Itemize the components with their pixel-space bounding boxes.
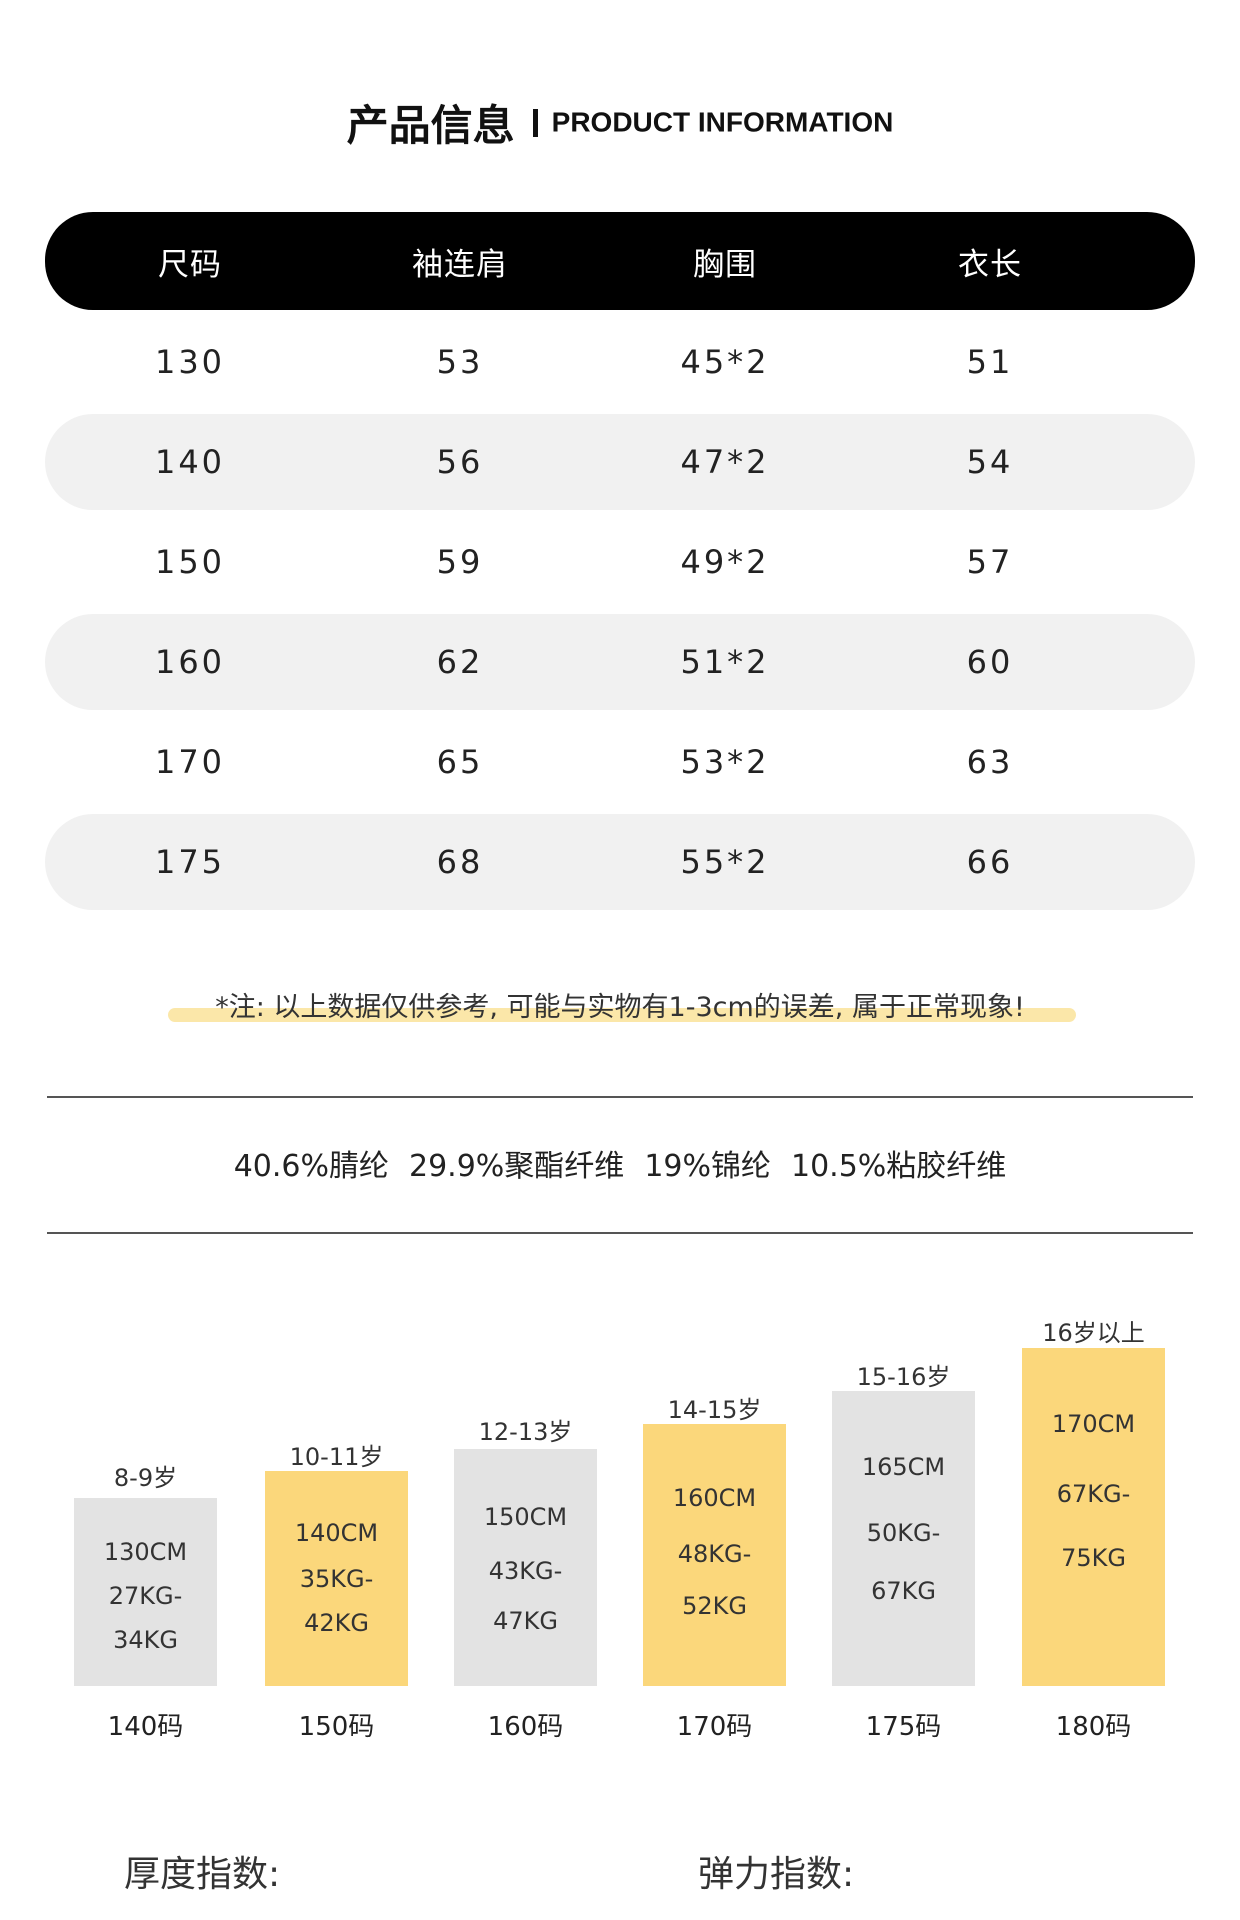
bar-height: 140CM bbox=[294, 1519, 379, 1547]
table-cell: 150 bbox=[154, 543, 226, 581]
age-label: 12-13岁 bbox=[478, 1418, 573, 1446]
section-title: 产品信息 PRODUCT INFORMATION bbox=[0, 92, 1240, 153]
size-label: 180码 bbox=[1055, 1712, 1132, 1742]
table-row: 170 65 53*2 63 bbox=[45, 714, 1195, 810]
table-cell: 60 bbox=[966, 643, 1014, 681]
header-cell-size: 尺码 bbox=[158, 246, 222, 283]
title-cn: 产品信息 bbox=[346, 101, 515, 150]
bar-weight-to: 75KG bbox=[1061, 1544, 1126, 1572]
table-row: 130 53 45*2 51 bbox=[45, 314, 1195, 410]
age-label: 14-15岁 bbox=[667, 1396, 762, 1424]
header-cell-length: 衣长 bbox=[958, 246, 1022, 283]
table-cell: 175 bbox=[154, 843, 226, 881]
table-cell: 66 bbox=[966, 843, 1014, 881]
bar-weight-from: 27KG- bbox=[108, 1582, 183, 1610]
table-cell: 51 bbox=[966, 343, 1014, 381]
table-cell: 54 bbox=[966, 443, 1014, 481]
table-cell: 51*2 bbox=[680, 643, 770, 681]
size-label: 160码 bbox=[487, 1712, 564, 1742]
thickness-index-label: 厚度指数: bbox=[124, 1854, 281, 1895]
table-row: 150 59 49*2 57 bbox=[45, 514, 1195, 610]
size-guide-bar: 150CM 43KG- 47KG bbox=[454, 1449, 597, 1686]
material-item: 29.9%聚酯纤维 bbox=[409, 1149, 625, 1184]
table-header-row: 尺码 袖连肩 胸围 衣长 bbox=[45, 212, 1195, 310]
table-cell: 62 bbox=[436, 643, 484, 681]
table-cell: 45*2 bbox=[680, 343, 770, 381]
title-en: PRODUCT INFORMATION bbox=[551, 106, 894, 138]
material-item: 19%锦纶 bbox=[644, 1149, 771, 1184]
divider-top bbox=[47, 1096, 1193, 1098]
divider-bottom bbox=[47, 1232, 1193, 1234]
materials-line: 40.6%腈纶 29.9%聚酯纤维 19%锦纶 10.5%粘胶纤维 bbox=[0, 1141, 1240, 1185]
size-label: 175码 bbox=[865, 1712, 942, 1742]
table-cell: 59 bbox=[436, 543, 484, 581]
table-cell: 49*2 bbox=[680, 543, 770, 581]
bar-weight-to: 67KG bbox=[871, 1577, 936, 1605]
table-cell: 63 bbox=[966, 743, 1014, 781]
elasticity-index-label: 弹力指数: bbox=[698, 1854, 855, 1895]
table-cell: 65 bbox=[436, 743, 484, 781]
age-label: 15-16岁 bbox=[856, 1363, 951, 1391]
table-cell: 53 bbox=[436, 343, 484, 381]
age-label: 8-9岁 bbox=[113, 1464, 178, 1492]
age-label: 16岁以上 bbox=[1042, 1319, 1145, 1347]
size-guide-bar: 140CM 35KG- 42KG bbox=[265, 1471, 408, 1686]
bar-weight-from: 35KG- bbox=[299, 1565, 374, 1593]
size-guide-bar: 165CM 50KG- 67KG bbox=[832, 1391, 975, 1686]
bar-weight-from: 48KG- bbox=[677, 1540, 752, 1568]
bar-weight-from: 50KG- bbox=[866, 1519, 941, 1547]
bar-weight-to: 47KG bbox=[493, 1607, 558, 1635]
bar-weight-to: 34KG bbox=[113, 1626, 178, 1654]
material-item: 10.5%粘胶纤维 bbox=[791, 1149, 1007, 1184]
bar-weight-to: 52KG bbox=[682, 1592, 747, 1620]
header-cell-sleeve: 袖连肩 bbox=[412, 246, 508, 283]
measurement-note: *注: 以上数据仅供参考, 可能与实物有1-3cm的误差, 属于正常现象! bbox=[215, 992, 1025, 1023]
table-cell: 130 bbox=[154, 343, 226, 381]
age-label: 10-11岁 bbox=[289, 1443, 384, 1471]
table-cell: 55*2 bbox=[680, 843, 770, 881]
table-cell: 53*2 bbox=[680, 743, 770, 781]
note-block: *注: 以上数据仅供参考, 可能与实物有1-3cm的误差, 属于正常现象! bbox=[0, 985, 1240, 1024]
table-row: 140 56 47*2 54 bbox=[45, 414, 1195, 510]
size-table: 尺码 袖连肩 胸围 衣长 130 53 45*2 51 140 56 47*2 … bbox=[45, 212, 1195, 914]
bar-height: 165CM bbox=[861, 1453, 946, 1481]
bar-weight-from: 67KG- bbox=[1056, 1480, 1131, 1508]
bar-weight-from: 43KG- bbox=[488, 1557, 563, 1585]
bar-height: 130CM bbox=[103, 1538, 188, 1566]
size-guide-bar: 130CM 27KG- 34KG bbox=[74, 1498, 217, 1686]
bar-weight-to: 42KG bbox=[304, 1609, 369, 1637]
bar-height: 150CM bbox=[483, 1503, 568, 1531]
table-row: 160 62 51*2 60 bbox=[45, 614, 1195, 710]
note-highlight bbox=[168, 1008, 1076, 1022]
table-cell: 140 bbox=[154, 443, 226, 481]
table-cell: 160 bbox=[154, 643, 226, 681]
table-cell: 56 bbox=[436, 443, 484, 481]
table-cell: 170 bbox=[154, 743, 226, 781]
size-guide-bar: 160CM 48KG- 52KG bbox=[643, 1424, 786, 1686]
bar-height: 160CM bbox=[672, 1484, 757, 1512]
table-cell: 57 bbox=[966, 543, 1014, 581]
size-label: 140码 bbox=[107, 1712, 184, 1742]
table-cell: 47*2 bbox=[680, 443, 770, 481]
size-guide-bar: 170CM 67KG- 75KG bbox=[1022, 1348, 1165, 1686]
header-cell-chest: 胸围 bbox=[693, 246, 757, 283]
size-label: 170码 bbox=[676, 1712, 753, 1742]
size-label: 150码 bbox=[298, 1712, 375, 1742]
material-item: 40.6%腈纶 bbox=[233, 1149, 389, 1184]
table-row: 175 68 55*2 66 bbox=[45, 814, 1195, 910]
bar-height: 170CM bbox=[1051, 1410, 1136, 1438]
title-divider bbox=[532, 108, 538, 137]
table-cell: 68 bbox=[436, 843, 484, 881]
